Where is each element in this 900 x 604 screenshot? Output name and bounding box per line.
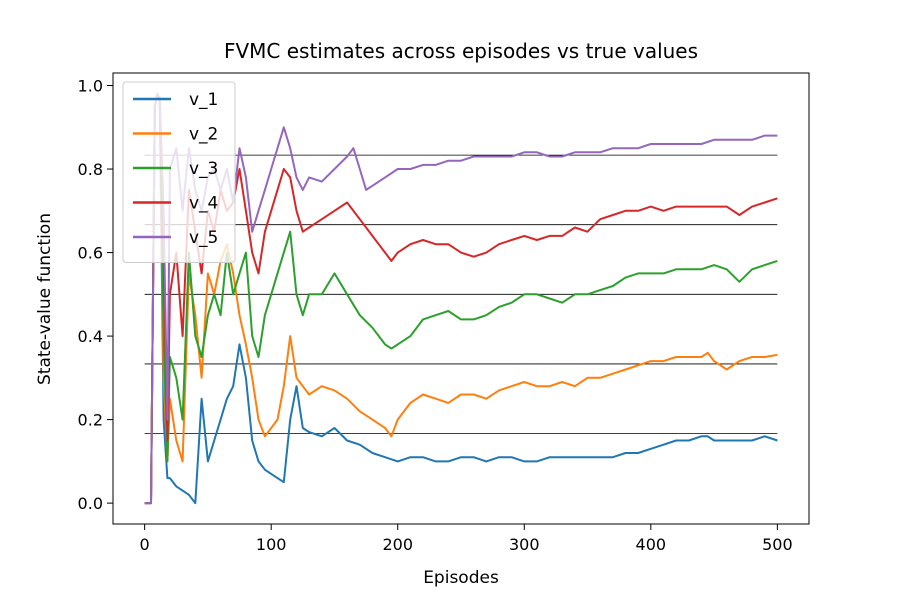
y-tick-label: 0.6 xyxy=(78,244,103,263)
x-tick-label: 200 xyxy=(382,535,413,554)
plot-frame xyxy=(112,72,810,525)
plot-area xyxy=(144,92,778,505)
y-tick-label: 1.0 xyxy=(78,77,103,96)
legend-label-v5: v_5 xyxy=(189,228,218,248)
chart-title: FVMC estimates across episodes vs true v… xyxy=(224,39,698,63)
series-line-v2 xyxy=(144,92,778,505)
y-tick-label: 0.0 xyxy=(78,494,103,513)
x-tick-label: 100 xyxy=(256,535,287,554)
y-axis-label: State-value function xyxy=(35,213,55,385)
axes: 0 100 200 300 400 500 0.0 0.2 0.4 0.6 0.8 1.0 xyxy=(78,77,793,554)
y-tick-label: 0.2 xyxy=(78,411,103,430)
x-axis-label: Episodes xyxy=(423,568,499,588)
series-line-v3 xyxy=(144,92,778,505)
legend-box xyxy=(122,81,236,263)
x-tick-label: 0 xyxy=(140,535,150,554)
legend-label-v3: v_3 xyxy=(189,159,218,179)
legend: v_1 v_2 v_3 v_4 v_5 xyxy=(122,81,236,263)
legend-label-v4: v_4 xyxy=(189,194,218,214)
x-tick-label: 300 xyxy=(509,535,540,554)
x-tick-label: 500 xyxy=(762,535,793,554)
series-line-v1 xyxy=(144,92,778,505)
y-tick-label: 0.8 xyxy=(78,160,103,179)
legend-label-v2: v_2 xyxy=(189,125,218,145)
legend-label-v1: v_1 xyxy=(189,90,218,110)
x-tick-label: 400 xyxy=(636,535,667,554)
y-tick-label: 0.4 xyxy=(78,327,103,346)
